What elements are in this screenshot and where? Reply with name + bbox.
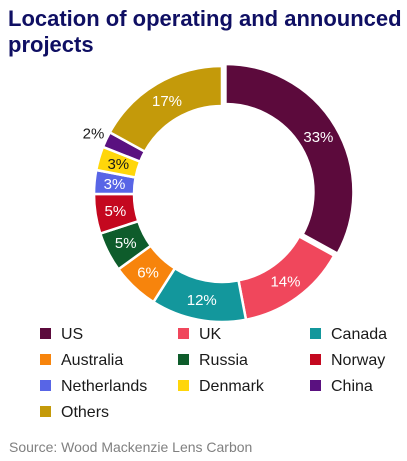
legend-label: Others xyxy=(61,404,110,421)
legend-item-russia: Russia xyxy=(178,352,248,370)
legend-swatch xyxy=(178,354,189,366)
legend-item-norway: Norway xyxy=(310,352,385,370)
legend-label: UK xyxy=(199,326,222,343)
data-label-canada: 12% xyxy=(187,292,217,309)
slice-others xyxy=(108,64,224,154)
source-note: Source: Wood Mackenzie Lens Carbon xyxy=(9,439,253,455)
data-label-norway: 5% xyxy=(104,203,126,220)
data-label-china: 2% xyxy=(83,126,105,143)
legend-label: China xyxy=(331,378,373,395)
data-label-us: 33% xyxy=(303,129,333,146)
legend-label: Denmark xyxy=(199,378,264,395)
legend-swatch xyxy=(178,328,189,340)
data-label-denmark: 3% xyxy=(107,156,129,173)
slice-us xyxy=(224,62,355,256)
chart-title: Location of operating and announced proj… xyxy=(8,6,402,57)
legend-item-us: US xyxy=(40,326,83,344)
legend-swatch xyxy=(310,380,321,392)
legend-swatch xyxy=(40,354,51,366)
legend-label: Australia xyxy=(61,352,124,369)
data-label-uk: 14% xyxy=(270,273,300,290)
data-label-russia: 5% xyxy=(115,235,137,252)
data-label-netherlands: 3% xyxy=(104,176,126,193)
legend-label: Russia xyxy=(199,352,248,369)
legend-label: US xyxy=(61,326,84,343)
legend-swatch xyxy=(40,406,51,418)
data-label-others: 17% xyxy=(152,93,182,110)
legend-label: Norway xyxy=(331,352,386,369)
legend-label: Netherlands xyxy=(61,378,148,395)
legend-label: Canada xyxy=(331,326,388,343)
data-label-australia: 6% xyxy=(137,265,159,282)
legend-item-uk: UK xyxy=(178,326,221,344)
legend-swatch xyxy=(40,380,51,392)
legend-item-denmark: Denmark xyxy=(178,378,264,396)
legend-swatch xyxy=(310,328,321,340)
legend-item-netherlands: Netherlands xyxy=(40,378,147,396)
donut-chart: 33%14%12%6%5%5%3%3%2%17% xyxy=(83,62,355,324)
legend-item-australia: Australia xyxy=(40,352,123,370)
legend-swatch xyxy=(310,354,321,366)
legend-item-china: China xyxy=(310,378,373,396)
legend-swatch xyxy=(178,380,189,392)
legend-swatch xyxy=(40,328,51,340)
legend-item-canada: Canada xyxy=(310,326,387,344)
legend-item-others: Others xyxy=(40,404,109,422)
